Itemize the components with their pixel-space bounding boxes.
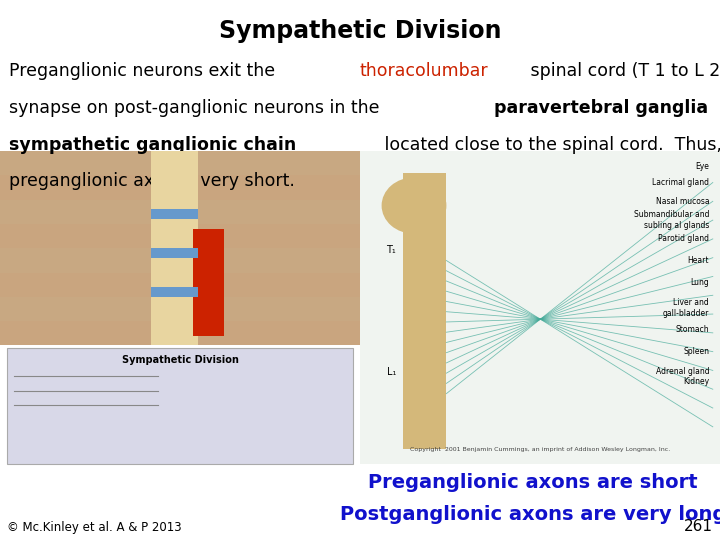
- Bar: [151, 210, 198, 219]
- Bar: [0, 151, 360, 176]
- Text: Lung: Lung: [690, 278, 709, 287]
- Bar: [0, 273, 360, 297]
- Bar: [0, 297, 360, 321]
- Bar: [0, 176, 360, 200]
- Text: Spleen: Spleen: [683, 347, 709, 356]
- Text: Heart: Heart: [688, 256, 709, 265]
- Text: Preganglionic axons are short: Preganglionic axons are short: [368, 472, 698, 491]
- Text: spinal cord (T 1 to L 2) and: spinal cord (T 1 to L 2) and: [525, 62, 720, 80]
- Bar: [403, 173, 446, 449]
- Text: Sympathetic Division: Sympathetic Division: [122, 355, 238, 365]
- Bar: [151, 287, 198, 297]
- Ellipse shape: [382, 177, 446, 234]
- Bar: [151, 248, 198, 258]
- Text: located close to the spinal cord.  Thus, the: located close to the spinal cord. Thus, …: [379, 136, 720, 153]
- Text: Liver and
gall-bladder: Liver and gall-bladder: [663, 298, 709, 318]
- Text: Adrenal gland
Kidney: Adrenal gland Kidney: [656, 367, 709, 387]
- Text: sympathetic ganglionic chain: sympathetic ganglionic chain: [9, 136, 296, 153]
- Bar: [7, 348, 353, 464]
- Bar: [193, 229, 224, 336]
- Text: L₁: L₁: [387, 367, 396, 376]
- Text: Stomach: Stomach: [675, 325, 709, 334]
- Text: synapse on post-ganglionic neurons in the: synapse on post-ganglionic neurons in th…: [9, 99, 384, 117]
- Text: Preganglionic neurons exit the: Preganglionic neurons exit the: [9, 62, 280, 80]
- Text: © Mc.Kinley et al. A & P 2013: © Mc.Kinley et al. A & P 2013: [7, 521, 182, 534]
- Text: Nasal mucosa: Nasal mucosa: [656, 197, 709, 206]
- Bar: [151, 151, 198, 346]
- Text: Submandibular and
subling al glands: Submandibular and subling al glands: [634, 211, 709, 230]
- Bar: [0, 248, 360, 273]
- Bar: [0, 321, 360, 346]
- Text: Parotid gland: Parotid gland: [658, 234, 709, 244]
- Text: Eye: Eye: [696, 163, 709, 171]
- Bar: [360, 151, 720, 464]
- Bar: [0, 200, 360, 224]
- Bar: [0, 151, 360, 346]
- Text: Lacrimal gland: Lacrimal gland: [652, 178, 709, 187]
- Text: Postganglionic axons are very long: Postganglionic axons are very long: [340, 505, 720, 524]
- Bar: [0, 224, 360, 248]
- Text: paravertebral ganglia: paravertebral ganglia: [494, 99, 708, 117]
- Text: T₁: T₁: [386, 245, 396, 255]
- Text: 261: 261: [684, 518, 713, 534]
- Text: Copyright  2001 Benjamin Cummings, an imprint of Addison Wesley Longman, Inc.: Copyright 2001 Benjamin Cummings, an imp…: [410, 447, 670, 452]
- Text: Sympathetic Division: Sympathetic Division: [219, 19, 501, 43]
- Text: preganglionic axon is very short.: preganglionic axon is very short.: [9, 172, 294, 190]
- Text: thoracolumbar: thoracolumbar: [359, 62, 487, 80]
